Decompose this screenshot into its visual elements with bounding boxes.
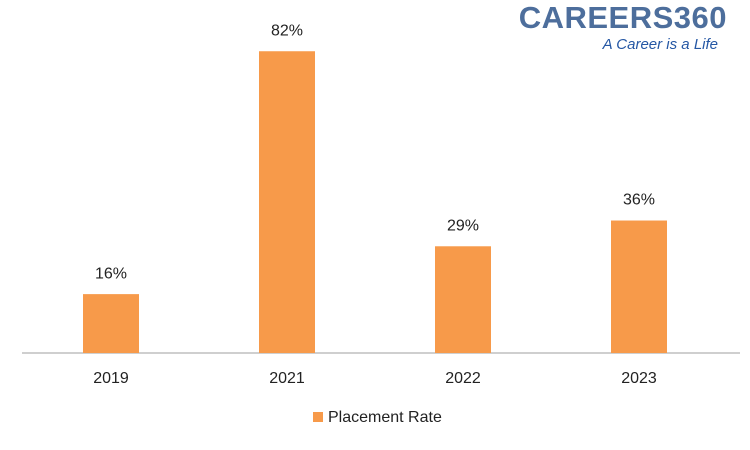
bar: [435, 246, 491, 353]
legend-label: Placement Rate: [328, 409, 442, 426]
x-tick-label: 2021: [269, 370, 305, 387]
value-label: 29%: [447, 217, 479, 234]
bar: [611, 220, 667, 353]
value-label: 36%: [623, 192, 655, 209]
x-tick-label: 2023: [621, 370, 657, 387]
bar: [83, 294, 139, 353]
value-label: 16%: [95, 265, 127, 282]
x-tick-label: 2019: [93, 370, 129, 387]
logo-tagline: A Career is a Life: [602, 36, 718, 53]
legend-swatch: [313, 412, 323, 422]
logo-title: CAREERS360: [519, 0, 727, 35]
x-tick-label: 2022: [445, 370, 481, 387]
bar: [259, 51, 315, 354]
value-label: 82%: [271, 22, 303, 39]
